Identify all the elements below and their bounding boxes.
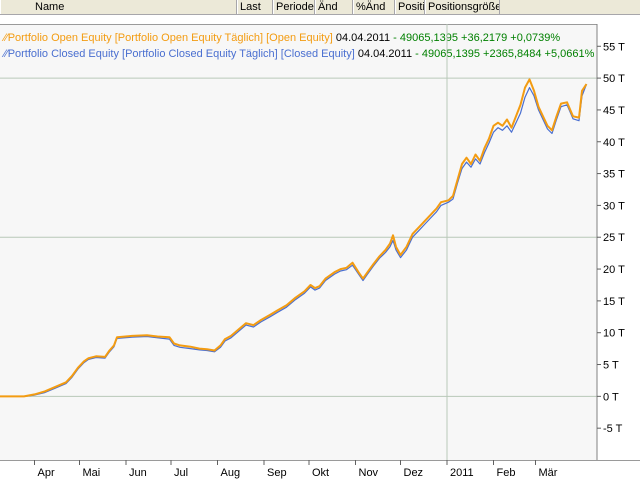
legend-values: - 49065,1395 +2365,8484 +5,0661% bbox=[415, 48, 595, 60]
y-tick-label: 55 T bbox=[603, 41, 625, 53]
y-tick-label: 50 T bbox=[603, 73, 625, 85]
legend-series-name: Portfolio Closed Equity [Portfolio Close… bbox=[7, 48, 355, 60]
x-tick-label: Feb bbox=[497, 467, 516, 479]
y-tick-label: 40 T bbox=[603, 137, 625, 149]
y-tick-label: 5 T bbox=[603, 360, 619, 372]
y-axis-panel bbox=[597, 24, 640, 460]
column-header-bar: Name Last Periode Änd %Änd Positi Positi… bbox=[0, 0, 640, 15]
y-tick-label: 20 T bbox=[603, 264, 625, 276]
y-tick-label: 30 T bbox=[603, 200, 625, 212]
legend-date: 04.04.2011 bbox=[335, 32, 391, 44]
series-line-open-equity bbox=[0, 78, 588, 398]
y-tick-label: 35 T bbox=[603, 169, 625, 181]
y-tick-label: 10 T bbox=[603, 328, 625, 340]
x-axis-panel bbox=[0, 460, 640, 480]
legend-series-name: Portfolio Open Equity [Portfolio Open Eq… bbox=[7, 32, 333, 44]
legend-line-icon: ⁄⁄ bbox=[4, 48, 8, 60]
legend-entry-closed-equity: ⁄⁄Portfolio Closed Equity [Portfolio Clo… bbox=[4, 47, 594, 61]
y-tick-label: 15 T bbox=[603, 296, 625, 308]
column-header-label: Name bbox=[35, 1, 65, 13]
legend-values: - 49065,1395 +36,2179 +0,0739% bbox=[393, 32, 561, 44]
x-tick-label: Mär bbox=[539, 467, 558, 479]
x-tick-label: Nov bbox=[359, 467, 379, 479]
chart-plot-area[interactable]: ⁄⁄Portfolio Open Equity [Portfolio Open … bbox=[0, 24, 597, 461]
y-tick-label: 25 T bbox=[603, 232, 625, 244]
x-tick-label: Okt bbox=[312, 467, 329, 479]
column-header-pct-aend[interactable]: %Änd bbox=[353, 0, 395, 14]
column-header-position[interactable]: Positi bbox=[395, 0, 425, 14]
x-tick-label: 2011 bbox=[450, 467, 474, 479]
x-tick-label: Dez bbox=[404, 467, 424, 479]
column-header-name[interactable]: Name bbox=[0, 0, 237, 14]
x-tick-label: Sep bbox=[267, 467, 287, 479]
y-tick-label: 0 T bbox=[603, 391, 619, 403]
legend-entry-open-equity: ⁄⁄Portfolio Open Equity [Portfolio Open … bbox=[4, 31, 560, 45]
x-tick-label: Jul bbox=[174, 467, 188, 479]
x-tick-label: Apr bbox=[38, 467, 55, 479]
x-tick-label: Jun bbox=[129, 467, 147, 479]
legend-line-icon: ⁄⁄ bbox=[4, 32, 8, 44]
x-tick-label: Aug bbox=[221, 467, 241, 479]
series-line-closed-equity bbox=[0, 83, 588, 397]
column-header-periode[interactable]: Periode bbox=[273, 0, 315, 14]
legend-date: 04.04.2011 bbox=[357, 48, 413, 60]
column-header-last[interactable]: Last bbox=[237, 0, 273, 14]
column-header-aend[interactable]: Änd bbox=[315, 0, 353, 14]
x-tick-label: Mai bbox=[83, 467, 101, 479]
column-header-positionsgroesse[interactable]: Positionsgröße bbox=[425, 0, 500, 14]
y-tick-label: -5 T bbox=[603, 423, 623, 435]
y-tick-label: 45 T bbox=[603, 105, 625, 117]
